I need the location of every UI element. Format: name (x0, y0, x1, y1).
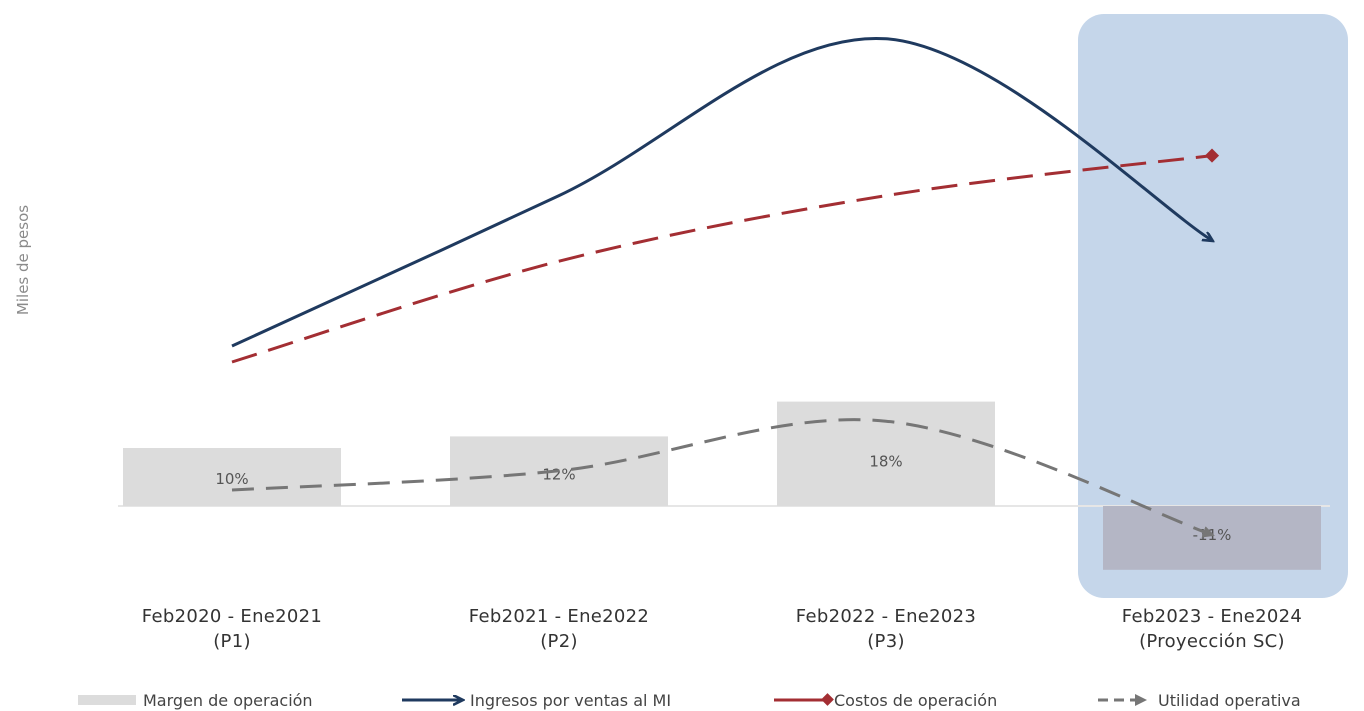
x-tick-label: Feb2021 - Ene2022 (469, 606, 649, 627)
x-tick-label: Feb2020 - Ene2021 (142, 606, 322, 627)
margin-bar-label: 12% (542, 466, 575, 484)
legend-ingresos-label: Ingresos por ventas al MI (470, 691, 671, 710)
line-ingresos (231, 37, 1212, 348)
costos-end-marker (1204, 148, 1220, 163)
x-tick-label: (P1) (213, 631, 251, 652)
line-utilidad (231, 418, 1215, 538)
margin-bars (123, 401, 1321, 570)
legend-margen-swatch (78, 695, 136, 705)
projection-highlight (1078, 14, 1348, 598)
x-tick-label: Feb2023 - Ene2024 (1122, 606, 1302, 627)
margin-bar-label: 10% (215, 470, 248, 488)
legend-costos-label: Costos de operación (834, 691, 997, 710)
margin-bar (777, 401, 995, 506)
legend: Margen de operación Ingresos por ventas … (78, 691, 1301, 710)
series-lines (231, 37, 1220, 538)
x-axis-ticks: Feb2020 - Ene2021 (P1) Feb2021 - Ene2022 (P… (142, 606, 1302, 652)
legend-margen-label: Margen de operación (143, 691, 313, 710)
margin-bar (1103, 506, 1321, 570)
x-tick-label: (P3) (867, 631, 905, 652)
margin-bar (123, 448, 341, 506)
margin-bar-label: 18% (869, 452, 902, 470)
x-tick-label: Feb2022 - Ene2023 (796, 606, 976, 627)
x-tick-label: (Proyección SC) (1139, 631, 1285, 652)
legend-utilidad-label: Utilidad operativa (1158, 691, 1301, 710)
y-axis-label: Miles de pesos (14, 205, 32, 315)
x-tick-label: (P2) (540, 631, 578, 652)
legend-costos-marker (821, 693, 834, 706)
line-costos (231, 154, 1213, 364)
